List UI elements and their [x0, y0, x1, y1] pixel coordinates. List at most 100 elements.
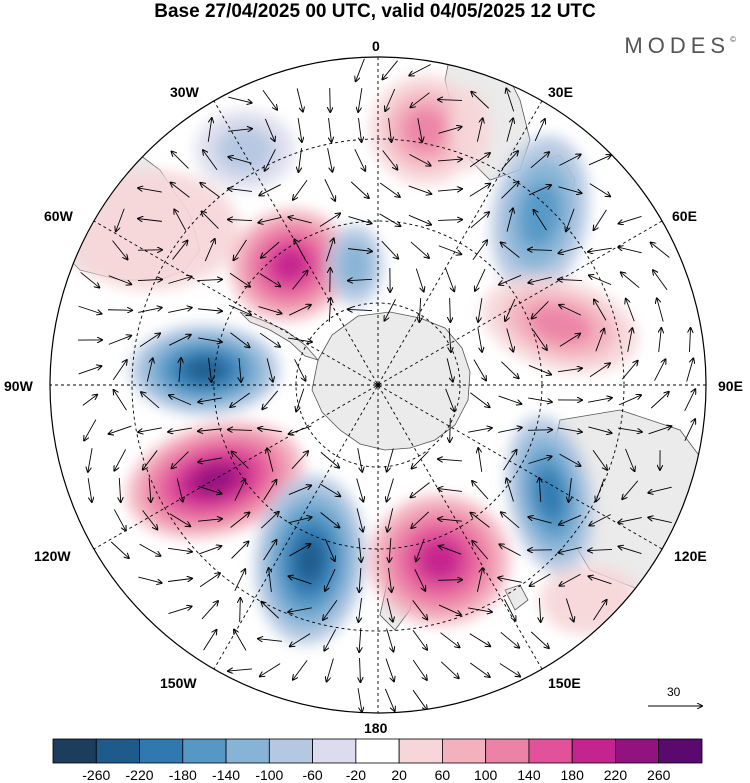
- wind-arrow: [414, 569, 425, 591]
- wind-arrow: [356, 478, 364, 501]
- colorbar-swatch: [268, 738, 314, 764]
- wind-arrow: [528, 456, 552, 464]
- wind-arrow: [258, 428, 282, 433]
- wind-arrow: [385, 658, 394, 682]
- wind-arrow: [319, 213, 340, 227]
- anomaly-contour-band: [417, 539, 463, 581]
- wind-arrow: [501, 151, 518, 170]
- wind-arrow: [258, 639, 282, 642]
- wind-arrow: [559, 154, 580, 166]
- wind-arrow: [168, 308, 192, 313]
- wind-arrow: [527, 430, 552, 431]
- wind-arrow: [171, 183, 190, 198]
- wind-arrow: [445, 268, 454, 291]
- anomaly-contour-band: [295, 538, 325, 582]
- colorbar-swatch: [312, 738, 357, 764]
- latitude-circle: [131, 138, 625, 632]
- wind-arrow: [618, 517, 642, 523]
- anomaly-contour-band: [185, 358, 225, 382]
- wind-arrow: [653, 270, 668, 291]
- wind-arrow: [356, 58, 365, 81]
- wind-arrow: [387, 448, 394, 471]
- wind-arrow: [289, 425, 312, 434]
- anomaly-contour-band: [402, 107, 448, 153]
- wind-arrow: [139, 543, 161, 556]
- wind-arrow: [179, 358, 181, 382]
- colorbar-swatch: [52, 738, 97, 764]
- wind-arrow: [559, 334, 580, 347]
- wind-arrow: [627, 328, 633, 352]
- wind-arrow: [138, 576, 161, 583]
- wind-arrow: [589, 576, 612, 585]
- wind-arrow: [648, 486, 672, 493]
- wind-arrow: [139, 333, 160, 347]
- wind-arrow: [477, 568, 482, 592]
- anomaly-contour-band: [338, 241, 372, 289]
- wind-arrow: [325, 239, 333, 262]
- wind-arrow: [534, 119, 545, 142]
- wind-arrow: [107, 310, 132, 311]
- wind-arrow: [594, 209, 607, 230]
- wind-arrow: [198, 429, 222, 431]
- wind-arrow: [530, 573, 551, 586]
- wind-arrow: [596, 478, 605, 502]
- colorbar-tick-label: -180: [168, 767, 197, 783]
- wind-arrow: [468, 607, 492, 612]
- wind-arrow: [228, 304, 251, 315]
- wind-arrow: [438, 159, 462, 161]
- colorbar-swatch: [571, 738, 616, 764]
- wind-arrow: [87, 478, 92, 502]
- wind-arrow: [320, 512, 340, 527]
- wind-arrow: [293, 180, 308, 199]
- wind-arrow: [176, 478, 183, 501]
- wind-arrow: [621, 361, 637, 380]
- wind-arrow: [659, 328, 662, 352]
- colorbar-swatch: [441, 738, 487, 764]
- wind-arrow: [469, 184, 490, 197]
- wind-arrow: [558, 546, 582, 552]
- colorbar-swatch: [95, 738, 140, 764]
- wind-arrow: [359, 538, 361, 562]
- wind-arrow: [382, 150, 398, 169]
- wind-arrow: [648, 426, 672, 435]
- wind-arrow: [234, 569, 245, 592]
- wind-arrow: [289, 544, 311, 557]
- wind-arrow: [230, 392, 250, 407]
- wind-arrow: [174, 209, 187, 231]
- wind-arrow: [200, 183, 220, 198]
- colorbar-swatch: [139, 738, 184, 764]
- wind-arrow: [348, 249, 372, 252]
- wind-arrow: [412, 689, 427, 710]
- wind-arrow: [288, 337, 312, 342]
- wind-arrow: [588, 247, 612, 252]
- wind-arrow: [267, 448, 274, 472]
- wind-arrow: [261, 602, 280, 619]
- wind-arrow: [588, 155, 611, 166]
- map-title: Base 27/04/2025 00 UTC, valid 04/05/2025…: [154, 1, 596, 22]
- wind-arrow: [171, 451, 189, 469]
- meridian-line: [93, 220, 663, 550]
- wind-arrow: [626, 299, 635, 322]
- wind-arrow: [294, 239, 307, 261]
- colorbar-swatch: [355, 738, 400, 764]
- colorbar-swatch: [615, 738, 660, 764]
- wind-arrow: [409, 153, 430, 165]
- wind-arrow: [506, 208, 513, 232]
- wind-arrow: [478, 298, 483, 322]
- wind-arrow: [558, 427, 582, 432]
- colorbar-tick-label: 60: [434, 767, 451, 783]
- wind-arrow: [289, 576, 312, 585]
- wind-arrow: [298, 148, 301, 172]
- wind-arrow: [437, 220, 462, 221]
- wind-arrow: [264, 118, 274, 141]
- wind-arrow: [265, 149, 276, 170]
- wind-arrow: [258, 216, 282, 222]
- wind-arrow: [234, 479, 245, 502]
- wind-arrow: [296, 88, 303, 111]
- wind-arrow: [501, 182, 518, 199]
- wind-arrow: [262, 90, 277, 109]
- colorbar-swatch: [528, 738, 573, 764]
- wind-arrow: [506, 89, 515, 112]
- anomaly-contour-band: [519, 182, 561, 248]
- wind-arrow: [385, 299, 396, 320]
